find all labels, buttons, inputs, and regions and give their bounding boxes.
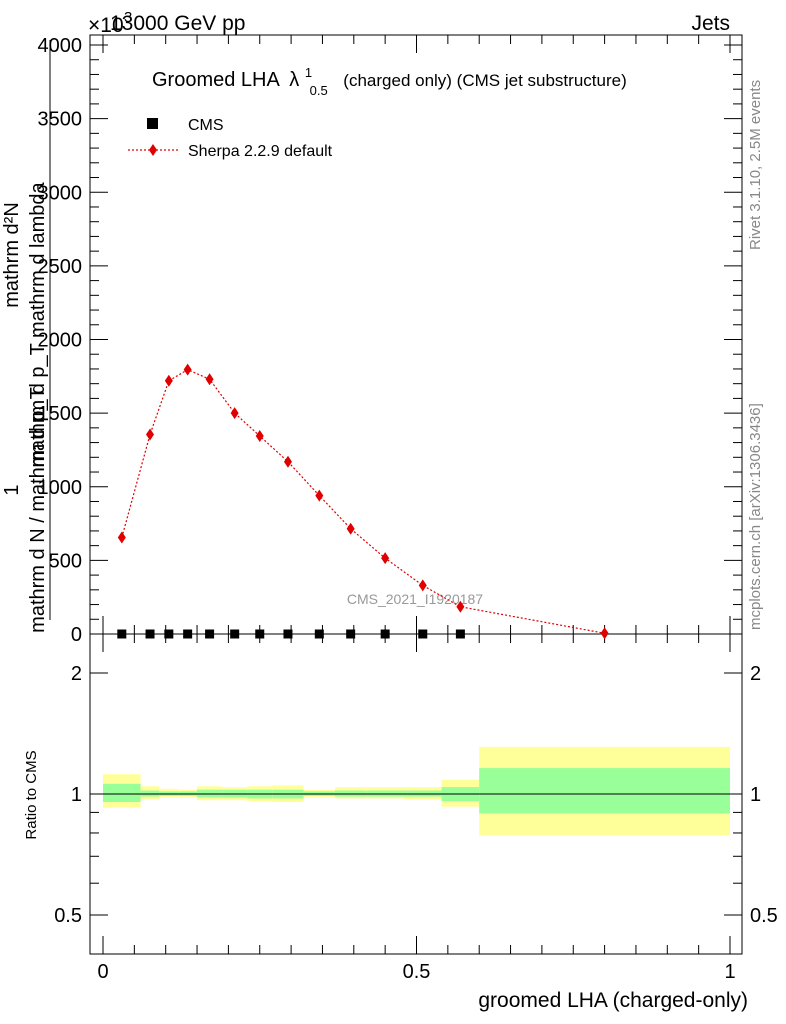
ytick-label-1000: 1000 (38, 477, 83, 499)
ratio-ytick-label-right-1: 1 (750, 784, 761, 806)
xtick-label-0.5: 0.5 (403, 961, 431, 983)
sherpa-point-3 (183, 363, 192, 376)
main-axis-ticks: 0 500 1000 1500 2000 2500 3000 3500 4000 0 0.5 1 (38, 35, 742, 983)
sherpa-point-4 (205, 373, 214, 386)
sherpa-point-7 (283, 455, 292, 468)
ratio-ytick-label-2: 2 (71, 663, 82, 685)
watermark-label: CMS_2021_I1920187 (347, 591, 483, 607)
ylabel-left: 1 (1, 484, 23, 495)
sherpa-point-9 (346, 522, 355, 535)
ytick-label-2000: 2000 (38, 330, 83, 352)
legend-cms-marker (147, 118, 158, 129)
sherpa-series-points (117, 363, 609, 640)
cms-point-12 (455, 629, 465, 639)
ratio-ylabel: Ratio to CMS (23, 750, 40, 839)
ratio-ytick-label-1: 1 (71, 784, 82, 806)
cms-point-10 (380, 629, 390, 639)
exponent-power: 3 (124, 9, 132, 26)
ytick-label-4000: 4000 (38, 35, 83, 57)
site-label: mcplots.cern.ch [arXiv:1306.3436] (747, 403, 764, 630)
cms-series-points (117, 629, 465, 639)
ytick-label-3000: 3000 (38, 182, 83, 204)
ratio-bands (103, 746, 730, 836)
title-symbol: λ (289, 69, 299, 91)
version-label: Rivet 3.1.10, 2.5M events (747, 80, 764, 250)
title-sub: 0.5 (310, 83, 328, 98)
xtick-label-0: 0 (97, 961, 108, 983)
cms-point-2 (164, 629, 174, 639)
ratio-band-green-0 (103, 783, 141, 803)
sherpa-point-12 (456, 600, 465, 613)
ratio-ytick-label-right-2: 2 (750, 663, 761, 685)
sherpa-point-2 (164, 374, 173, 387)
sherpa-series-line (121, 369, 605, 634)
sherpa-point-11 (418, 579, 427, 592)
xlabel: groomed LHA (charged-only) (478, 989, 748, 1012)
cms-point-6 (255, 629, 265, 639)
ratio-ytick-label-right-0.5: 0.5 (750, 905, 778, 927)
legend-sherpa-marker (149, 144, 157, 156)
ylabel-denominator: mathrm d p_T mathrm d lambda (27, 181, 49, 467)
xtick-label-1: 1 (724, 961, 735, 983)
title-main: Groomed LHA (152, 69, 280, 91)
sherpa-point-8 (315, 489, 324, 502)
ylabel-numerator: mathrm d²N (1, 202, 23, 308)
cms-point-3 (183, 629, 193, 639)
cms-point-0 (117, 629, 127, 639)
ytick-label-3500: 3500 (38, 109, 83, 131)
cms-point-4 (205, 629, 215, 639)
main-ylabel: mathrm d²N mathrm d p_T mathrm d lambda … (1, 40, 51, 633)
ratio-ytick-label-0.5: 0.5 (54, 905, 82, 927)
ytick-label-500: 500 (49, 550, 82, 572)
plot-title: Groomed LHA λ 1 0.5 (charged only) (CMS … (152, 60, 627, 100)
ytick-label-2500: 2500 (38, 256, 83, 278)
sherpa-point-0 (117, 531, 126, 544)
category-label: Jets (691, 12, 730, 35)
cms-point-11 (418, 629, 428, 639)
exponent-label: ×10 (88, 14, 124, 37)
cms-point-9 (346, 629, 356, 639)
energy-label: 13000 GeV pp (110, 12, 245, 35)
cms-point-8 (314, 629, 324, 639)
cms-point-5 (230, 629, 240, 639)
ratio-axis-ticks: 0.5 0.5 1 1 2 2 (54, 663, 778, 927)
ratio-band-green-13 (479, 768, 730, 814)
ylabel-left-den: mathrm d N / mathrm d p_T (27, 387, 49, 633)
sherpa-point-1 (146, 428, 155, 441)
title-sup: 1 (305, 65, 312, 80)
sherpa-point-5 (230, 407, 239, 420)
sherpa-point-6 (255, 429, 264, 442)
cms-point-7 (283, 629, 293, 639)
ytick-label-0: 0 (71, 624, 82, 646)
title-rest: (charged only) (CMS jet substructure) (343, 71, 626, 90)
legend-sherpa-label: Sherpa 2.2.9 default (188, 143, 333, 160)
ytick-label-1500: 1500 (38, 403, 83, 425)
sherpa-point-10 (381, 552, 390, 565)
sherpa-point-13 (600, 627, 609, 640)
legend-cms-label: CMS (188, 117, 224, 134)
cms-point-1 (145, 629, 155, 639)
